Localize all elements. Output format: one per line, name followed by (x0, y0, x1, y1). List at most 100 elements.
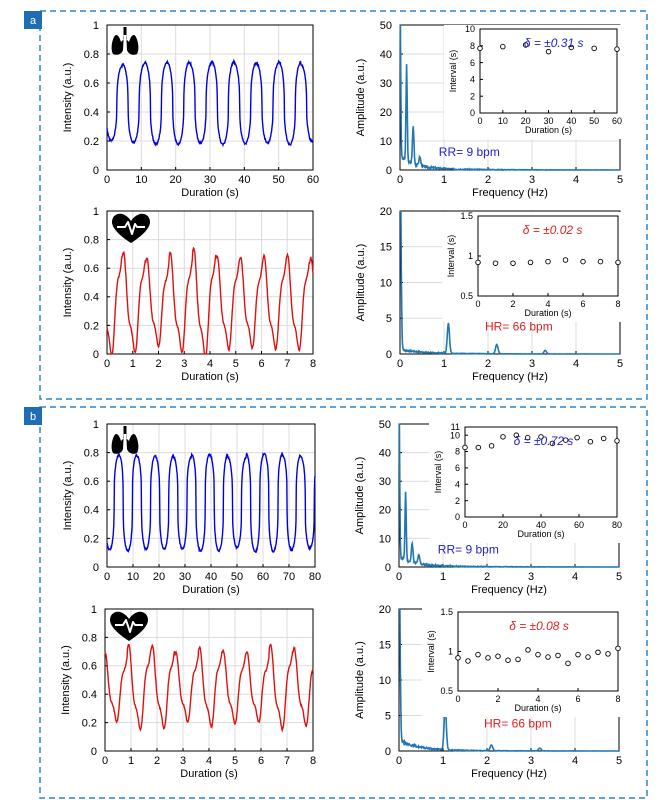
x-tick-label: 0 (475, 299, 480, 309)
cardiac-trace-b-axes: 0 1 2 3 4 5 6 7 8 0 0.2 0.4 0.6 0.8 1 Duration (s) Inten… (60, 604, 316, 780)
y-tick-label: 0.2 (84, 320, 99, 332)
rate-annotation: RR= 9 bpm (438, 542, 499, 556)
interval-point (545, 48, 552, 55)
x-tick-label: 20 (498, 520, 508, 530)
x-tick-label: 1 (128, 755, 134, 767)
x-tick-label: 2 (155, 358, 161, 370)
x-tick-label: 3 (181, 358, 187, 370)
x-axis-label: Frequency (Hz) (472, 187, 548, 199)
y-tick-label: 20 (379, 604, 391, 616)
inset-background (444, 25, 621, 139)
x-tick-label: 0 (397, 358, 403, 370)
trachea (123, 426, 127, 434)
y-axis-label: Intensity (a.u.) (62, 63, 74, 133)
x-axis-label: Duration (s) (180, 768, 237, 780)
y-axis-label: Interval (s) (446, 235, 456, 278)
y-tick-label: 40 (379, 447, 391, 459)
interval-point (510, 260, 516, 266)
x-axis-label: Duration (s) (514, 703, 561, 713)
y-tick-label: 6 (470, 58, 475, 68)
y-tick-label: 10 (450, 430, 460, 440)
x-tick-label: 4 (545, 299, 550, 309)
y-tick-label: 20 (380, 107, 392, 119)
y-axis-label: Intensity (a.u.) (60, 645, 72, 715)
x-tick-label: 50 (273, 174, 285, 186)
x-tick-label: 40 (536, 520, 546, 530)
y-tick-label: 6 (455, 463, 460, 473)
x-tick-label: 4 (207, 358, 213, 370)
x-tick-label: 0 (477, 116, 482, 126)
y-tick-label: 0 (470, 108, 475, 118)
interval-point (475, 651, 481, 658)
x-tick-label: 0 (455, 694, 460, 704)
y-tick-label: 0.5 (460, 291, 473, 301)
interval-point (605, 651, 611, 657)
x-tick-label: 2 (485, 358, 491, 370)
interval-point (525, 647, 531, 653)
pulse-line (115, 619, 143, 633)
y-tick-label: 1.5 (440, 607, 453, 617)
x-tick-label: 3 (528, 755, 534, 767)
variability-annotation: δ = ±0.31 s (524, 36, 584, 50)
y-tick-label: 1 (93, 20, 99, 32)
x-axis-label: Duration (s) (525, 125, 572, 135)
respiration-trace-b-axes: 0 10 20 30 40 50 60 70 80 0 0.2 0.4 0.6 0.8 1 Duration … (62, 419, 321, 596)
x-tick-label: 3 (180, 755, 186, 767)
x-tick-label: 8 (615, 299, 620, 309)
interval-point (524, 434, 531, 441)
rate-annotation: HR= 66 bpm (484, 716, 552, 730)
y-tick-label: 0.4 (84, 505, 99, 517)
x-tick-label: 80 (309, 571, 321, 583)
y-tick-label: 0.4 (82, 689, 97, 701)
x-tick-label: 0 (396, 755, 402, 767)
interval-point (574, 434, 580, 441)
x-tick-label: 2 (510, 299, 515, 309)
y-tick-label: 0 (386, 165, 392, 177)
variability-annotation: δ = ±0.08 s (509, 619, 569, 633)
right-lung (126, 31, 139, 55)
left-lung (111, 31, 124, 55)
x-tick-label: 40 (238, 174, 250, 186)
x-tick-label: 6 (580, 299, 585, 309)
interval-point (565, 660, 571, 667)
respiration-trace-a-axes: 0 10 20 30 40 50 60 0 0.2 0.4 0.6 0.8 1 Duration (s) I… (62, 20, 319, 199)
x-tick-label: 20 (521, 116, 531, 126)
y-tick-label: 1 (448, 647, 453, 657)
y-tick-label: 10 (379, 675, 391, 687)
x-tick-label: 10 (498, 116, 508, 126)
interval-point (488, 443, 495, 449)
y-tick-label: 0.4 (84, 107, 99, 119)
y-axis-label: Interval (s) (433, 451, 443, 494)
x-tick-label: 4 (206, 755, 212, 767)
y-tick-label: 0 (385, 746, 391, 758)
interval-point (614, 46, 620, 52)
y-tick-label: 1 (93, 206, 99, 218)
x-tick-label: 10 (135, 174, 147, 186)
y-tick-label: 8 (455, 447, 460, 457)
y-tick-label: 0.6 (84, 476, 99, 488)
left-lung (111, 430, 124, 454)
x-tick-label: 50 (231, 571, 243, 583)
x-tick-label: 0 (104, 358, 110, 370)
panel-frame (39, 406, 648, 799)
x-tick-label: 6 (575, 694, 580, 704)
interval-point (545, 258, 551, 265)
x-tick-label: 40 (566, 116, 576, 126)
x-tick-label: 10 (127, 571, 139, 583)
y-tick-label: 0.2 (84, 136, 99, 148)
interval-point (585, 654, 591, 660)
x-tick-label: 7 (284, 755, 290, 767)
y-tick-label: 0.5 (440, 686, 453, 696)
y-tick-label: 15 (380, 242, 392, 254)
y-tick-label: 0.8 (84, 49, 99, 61)
spectrum-trace (399, 210, 620, 355)
y-tick-label: 2 (470, 91, 475, 101)
y-axis-label: Intensity (a.u.) (62, 461, 74, 531)
x-tick-label: 3 (528, 571, 534, 583)
x-tick-label: 4 (572, 755, 578, 767)
x-tick-label: 5 (617, 358, 623, 370)
x-tick-label: 0 (104, 571, 110, 583)
x-tick-label: 2 (154, 755, 160, 767)
y-tick-label: 5 (386, 313, 392, 325)
